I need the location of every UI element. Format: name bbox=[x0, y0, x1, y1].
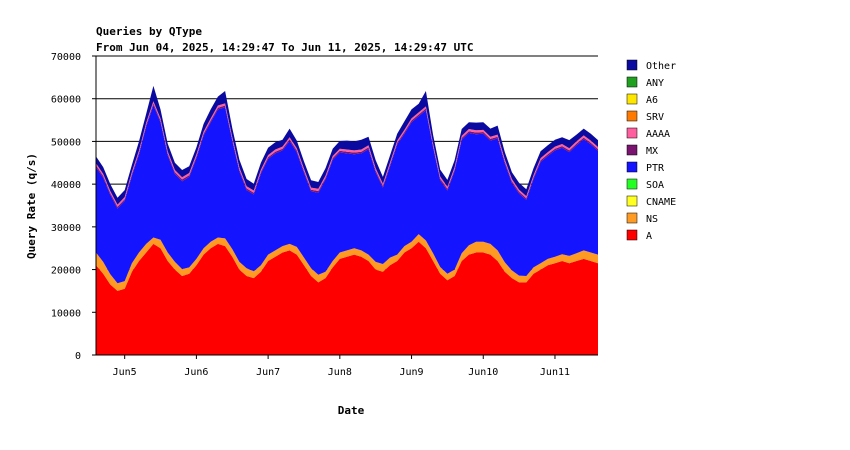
series-area-other bbox=[96, 85, 598, 205]
legend-swatch-mx bbox=[626, 144, 638, 156]
y-tick-label-1: 10000 bbox=[51, 308, 81, 319]
chart-subtitle: From Jun 04, 2025, 14:29:47 To Jun 11, 2… bbox=[96, 41, 474, 54]
legend-swatch-a6 bbox=[626, 93, 638, 105]
legend-swatch-aaaa bbox=[626, 127, 638, 139]
chart-title: Queries by QType bbox=[96, 25, 202, 38]
legend-label-any: ANY bbox=[646, 78, 664, 89]
y-tick-label-3: 30000 bbox=[51, 223, 81, 234]
x-tick-label-4: Jun9 bbox=[399, 367, 423, 378]
legend-label-other: Other bbox=[646, 61, 676, 72]
series-area-a bbox=[96, 241, 598, 355]
x-tick-label-3: Jun8 bbox=[328, 367, 352, 378]
legend: Other ANY A6 SRV AAAA MX PTR SOA CNAME NS A bbox=[626, 59, 676, 242]
y-ticks: 0 10000 20000 30000 40000 50000 60000 70000 bbox=[51, 52, 96, 362]
y-axis-label: Query Rate (q/s) bbox=[25, 153, 38, 259]
x-tick-label-6: Jun11 bbox=[540, 367, 570, 378]
y-tick-label-2: 20000 bbox=[51, 266, 81, 277]
legend-swatch-a bbox=[626, 229, 638, 241]
x-tick-label-5: Jun10 bbox=[468, 367, 498, 378]
legend-label-a6: A6 bbox=[646, 95, 658, 106]
legend-swatch-soa bbox=[626, 178, 638, 190]
legend-label-mx: MX bbox=[646, 146, 658, 157]
x-ticks: Jun5 Jun6 Jun7 Jun8 Jun9 Jun10 Jun11 bbox=[113, 355, 570, 378]
legend-label-aaaa: AAAA bbox=[646, 129, 670, 140]
y-tick-label-5: 50000 bbox=[51, 137, 81, 148]
legend-swatch-ns bbox=[626, 212, 638, 224]
series-area-ptr bbox=[96, 105, 598, 284]
legend-swatch-ptr bbox=[626, 161, 638, 173]
x-tick-label-2: Jun7 bbox=[256, 367, 280, 378]
x-tick-label-0: Jun5 bbox=[113, 367, 137, 378]
legend-label-srv: SRV bbox=[646, 112, 664, 123]
x-axis-label: Date bbox=[338, 404, 365, 417]
series-area-ns bbox=[96, 234, 598, 291]
y-tick-label-6: 60000 bbox=[51, 95, 81, 106]
x-tick-label-1: Jun6 bbox=[184, 367, 208, 378]
axes bbox=[95, 56, 598, 356]
legend-swatch-srv bbox=[626, 110, 638, 122]
legend-swatch-any bbox=[626, 76, 638, 88]
y-tick-label-4: 40000 bbox=[51, 180, 81, 191]
legend-label-cname: CNAME bbox=[646, 197, 676, 208]
y-tick-label-0: 0 bbox=[75, 351, 81, 362]
legend-label-ptr: PTR bbox=[646, 163, 665, 174]
stacked-areas bbox=[96, 85, 598, 355]
legend-label-soa: SOA bbox=[646, 180, 664, 191]
legend-label-ns: NS bbox=[646, 214, 658, 225]
legend-label-a: A bbox=[646, 231, 652, 242]
y-tick-label-7: 70000 bbox=[51, 52, 81, 63]
legend-swatch-cname bbox=[626, 195, 638, 207]
legend-swatch-other bbox=[626, 59, 638, 71]
